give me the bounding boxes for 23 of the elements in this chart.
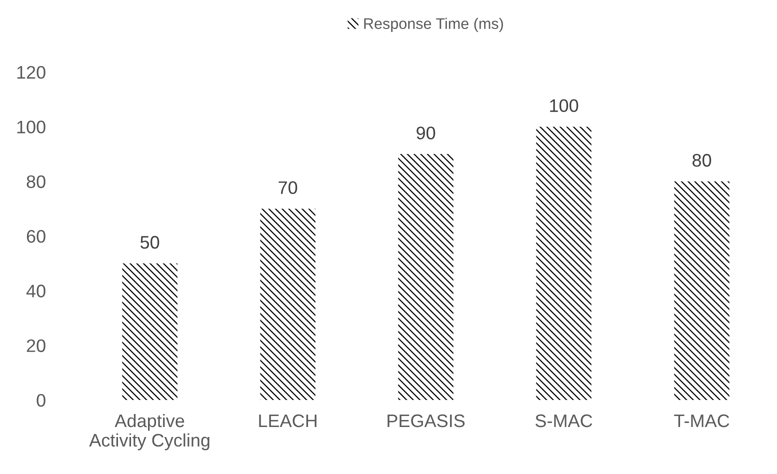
legend-label: Response Time (ms) (364, 18, 503, 32)
data-label: 100 (550, 99, 578, 112)
x-tick-label: S-MAC (536, 414, 592, 428)
x-tick-label: T-MAC (674, 414, 730, 428)
bar (674, 181, 730, 400)
data-label: 50 (140, 236, 160, 249)
bar (122, 263, 178, 400)
data-label: 90 (416, 126, 436, 140)
data-label: 70 (278, 181, 298, 194)
y-tick-label: 0 (36, 394, 46, 407)
y-tick-label: 40 (26, 284, 46, 298)
bar (398, 154, 454, 400)
data-label: 80 (692, 154, 712, 167)
x-tick-label: PEGASIS (388, 414, 465, 428)
y-tick-label: 80 (26, 175, 46, 188)
bar (536, 126, 592, 400)
bar (260, 208, 316, 400)
x-tick-label: LEACH (259, 414, 316, 428)
y-tick-label: 120 (17, 66, 46, 79)
x-tick-label: Adaptive Activity Cycling (89, 414, 210, 450)
y-tick-label: 100 (17, 120, 46, 134)
y-tick-label: 60 (26, 230, 46, 243)
y-tick-label: 20 (26, 339, 46, 352)
